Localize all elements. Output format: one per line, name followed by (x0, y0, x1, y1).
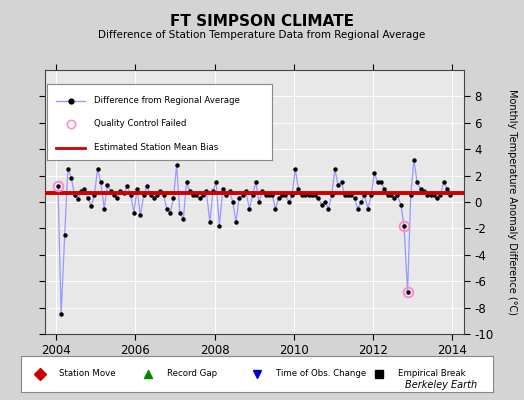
Text: Record Gap: Record Gap (167, 370, 217, 378)
Text: Empirical Break: Empirical Break (398, 370, 466, 378)
Y-axis label: Monthly Temperature Anomaly Difference (°C): Monthly Temperature Anomaly Difference (… (507, 89, 517, 315)
Text: Estimated Station Mean Bias: Estimated Station Mean Bias (94, 143, 219, 152)
Text: Difference of Station Temperature Data from Regional Average: Difference of Station Temperature Data f… (99, 30, 425, 40)
Text: Difference from Regional Average: Difference from Regional Average (94, 96, 241, 105)
Text: Berkeley Earth: Berkeley Earth (405, 380, 477, 390)
Text: Quality Control Failed: Quality Control Failed (94, 119, 187, 128)
Text: Time of Obs. Change: Time of Obs. Change (276, 370, 366, 378)
Text: FT SIMPSON CLIMATE: FT SIMPSON CLIMATE (170, 14, 354, 29)
Text: Station Move: Station Move (59, 370, 115, 378)
